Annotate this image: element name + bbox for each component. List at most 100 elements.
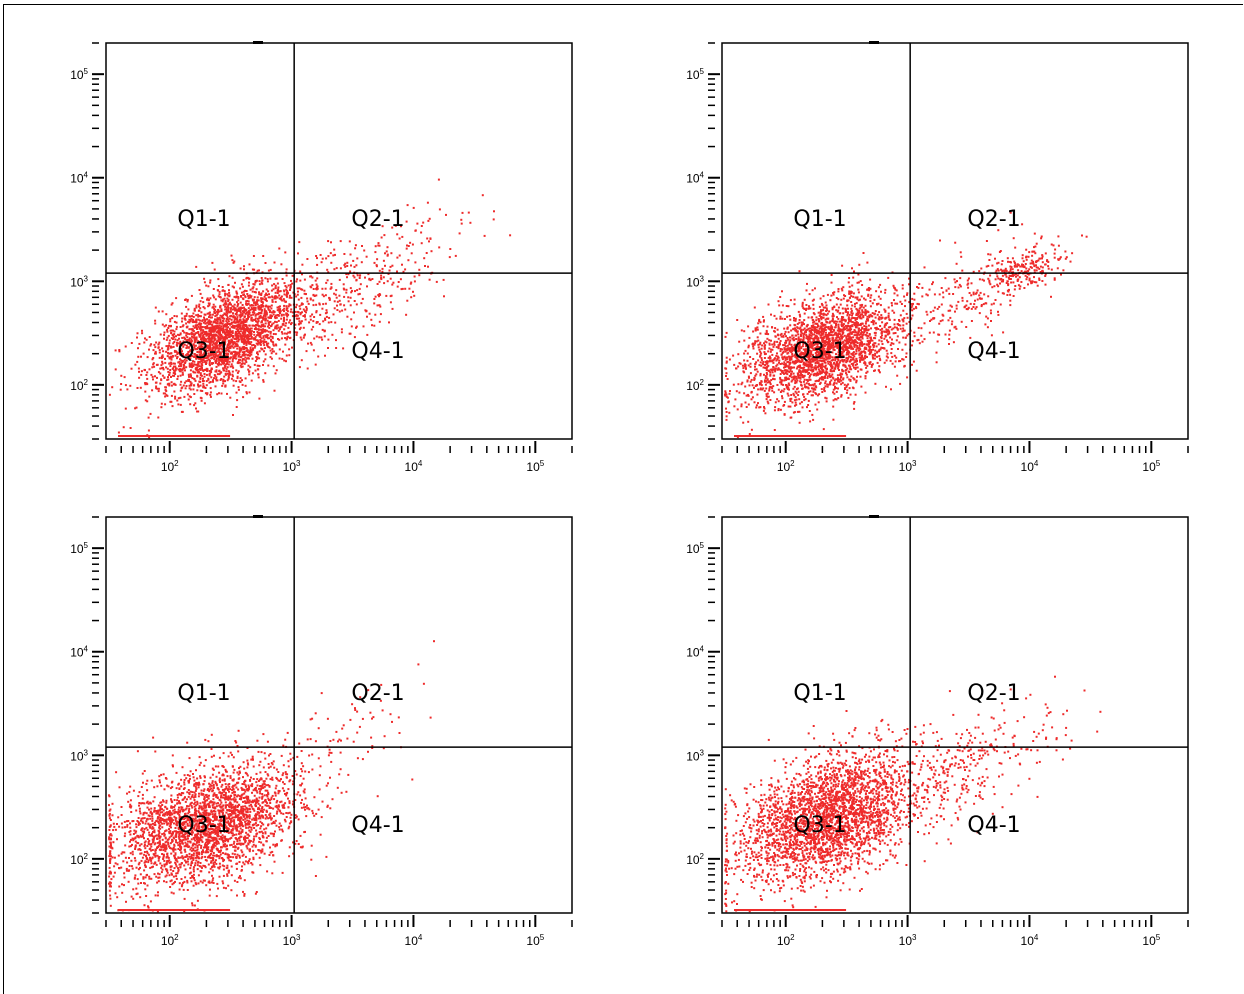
- data-point: [176, 378, 179, 380]
- data-point: [247, 340, 250, 343]
- data-point: [345, 288, 348, 291]
- data-point: [222, 314, 225, 317]
- data-point: [247, 300, 250, 303]
- data-point: [828, 334, 831, 337]
- data-point: [867, 341, 870, 344]
- data-point: [278, 290, 281, 293]
- data-point: [255, 328, 258, 331]
- x-tick-label: 103: [283, 459, 301, 474]
- data-point: [220, 360, 223, 363]
- data-point: [170, 346, 173, 349]
- data-point: [247, 294, 250, 297]
- data-point: [853, 270, 855, 273]
- data-point: [303, 292, 306, 295]
- data-point: [182, 384, 185, 387]
- data-point: [139, 386, 142, 389]
- data-point: [264, 330, 267, 333]
- data-point: [769, 357, 772, 360]
- data-point: [802, 334, 805, 337]
- data-point: [167, 370, 170, 373]
- data-point: [300, 359, 303, 362]
- data-point: [867, 335, 870, 338]
- data-point: [236, 305, 239, 308]
- data-point: [843, 318, 846, 321]
- data-point: [230, 307, 232, 310]
- data-point: [214, 375, 217, 378]
- data-point: [270, 304, 273, 307]
- data-point: [200, 311, 203, 314]
- data-point: [243, 353, 246, 356]
- data-point: [268, 311, 271, 314]
- data-point: [865, 348, 868, 351]
- data-point: [312, 304, 315, 307]
- data-point: [839, 303, 842, 306]
- data-point: [222, 382, 225, 385]
- data-point: [240, 306, 243, 309]
- data-point: [215, 314, 218, 317]
- data-point: [275, 316, 278, 319]
- data-point: [309, 318, 312, 321]
- data-point: [791, 348, 794, 351]
- data-point: [259, 316, 262, 319]
- data-point: [866, 356, 868, 358]
- data-point: [171, 405, 174, 408]
- data-point: [200, 343, 203, 345]
- data-point: [790, 376, 793, 379]
- data-point: [233, 326, 236, 329]
- data-point: [179, 383, 182, 386]
- data-point: [825, 400, 828, 403]
- data-point: [249, 346, 252, 349]
- data-point: [234, 307, 237, 310]
- data-point: [878, 318, 881, 321]
- data-point: [267, 296, 270, 299]
- data-point: [236, 371, 239, 374]
- data-point: [264, 372, 267, 375]
- data-point: [817, 401, 820, 404]
- data-point: [258, 306, 261, 309]
- data-point: [217, 356, 220, 359]
- data-point: [366, 315, 368, 318]
- data-point: [174, 338, 177, 341]
- data-point: [191, 351, 194, 354]
- data-point: [260, 292, 263, 295]
- data-point: [412, 290, 414, 293]
- data-point: [747, 325, 750, 328]
- data-point: [280, 331, 283, 334]
- data-point: [346, 261, 349, 264]
- data-point: [173, 370, 176, 373]
- data-point: [188, 315, 191, 318]
- data-point: [213, 308, 216, 310]
- data-point: [800, 367, 803, 370]
- data-point: [305, 311, 307, 314]
- data-point: [189, 320, 192, 323]
- data-point: [261, 300, 264, 303]
- data-point: [176, 333, 179, 336]
- data-point: [285, 322, 288, 325]
- data-point: [205, 373, 208, 376]
- data-point: [174, 397, 177, 400]
- data-point: [798, 327, 801, 330]
- data-point: [216, 373, 219, 376]
- data-point: [793, 339, 796, 342]
- data-point: [232, 343, 235, 346]
- data-point: [241, 338, 244, 341]
- data-point: [211, 313, 214, 316]
- data-point: [225, 337, 227, 340]
- data-point: [898, 360, 900, 363]
- data-point: [288, 294, 291, 297]
- data-point: [264, 262, 267, 264]
- data-point: [774, 370, 777, 373]
- data-point: [857, 370, 860, 373]
- data-point: [894, 360, 897, 363]
- data-point: [750, 390, 753, 393]
- data-point: [315, 335, 318, 338]
- data-point: [791, 401, 794, 404]
- data-point: [777, 337, 780, 340]
- data-point: [187, 338, 190, 341]
- data-point: [193, 333, 196, 336]
- data-point: [386, 280, 389, 283]
- data-point: [214, 312, 217, 315]
- data-point: [227, 303, 230, 306]
- data-point: [235, 338, 238, 341]
- data-point: [236, 326, 239, 329]
